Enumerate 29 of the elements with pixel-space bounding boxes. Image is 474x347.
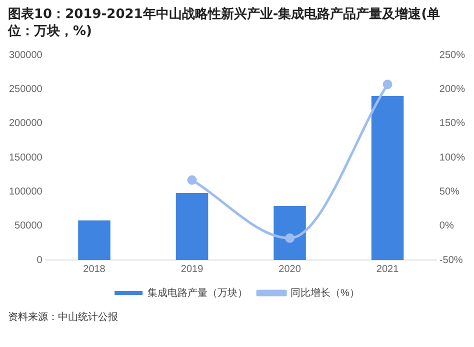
point — [285, 233, 295, 243]
bar — [371, 96, 404, 260]
y-tick-label: 300000 — [8, 50, 43, 61]
y-tick-label: 50000 — [14, 220, 43, 232]
y2-tick-label: 150% — [439, 118, 466, 130]
point — [382, 80, 392, 90]
y-tick-label: 100000 — [8, 186, 43, 198]
x-tick-label: 2020 — [278, 264, 302, 275]
y2-tick-label: -50% — [439, 254, 463, 266]
chart-title: 图表10：2019-2021年中山战略性新兴产业-集成电路产品产量及增速(单位：万块，%) — [6, 6, 442, 41]
y2-tick-label: 200% — [439, 84, 466, 95]
y2-tick-label: 250% — [439, 50, 466, 61]
y-tick-label: 250000 — [8, 84, 43, 95]
y2-tick-label: 0% — [439, 220, 454, 232]
x-tick-label: 2021 — [376, 264, 400, 275]
bar — [274, 206, 306, 260]
point — [187, 175, 197, 185]
legend-label: 集成电路产量（万块） — [148, 286, 248, 299]
x-tick-label: 2019 — [180, 264, 204, 275]
y2-tick-label: 100% — [439, 152, 466, 164]
legend-label: 同比增长（%） — [290, 286, 360, 299]
x-tick-label: 2018 — [83, 264, 106, 275]
y-tick-label: 150000 — [8, 152, 43, 164]
y-tick-label: 0 — [36, 254, 43, 266]
bar — [78, 220, 110, 260]
y-tick-label: 200000 — [8, 118, 43, 130]
y2-tick-label: 50% — [439, 186, 460, 198]
text: 资料来源：中山统计公报 — [7, 310, 119, 325]
bar — [176, 193, 208, 260]
